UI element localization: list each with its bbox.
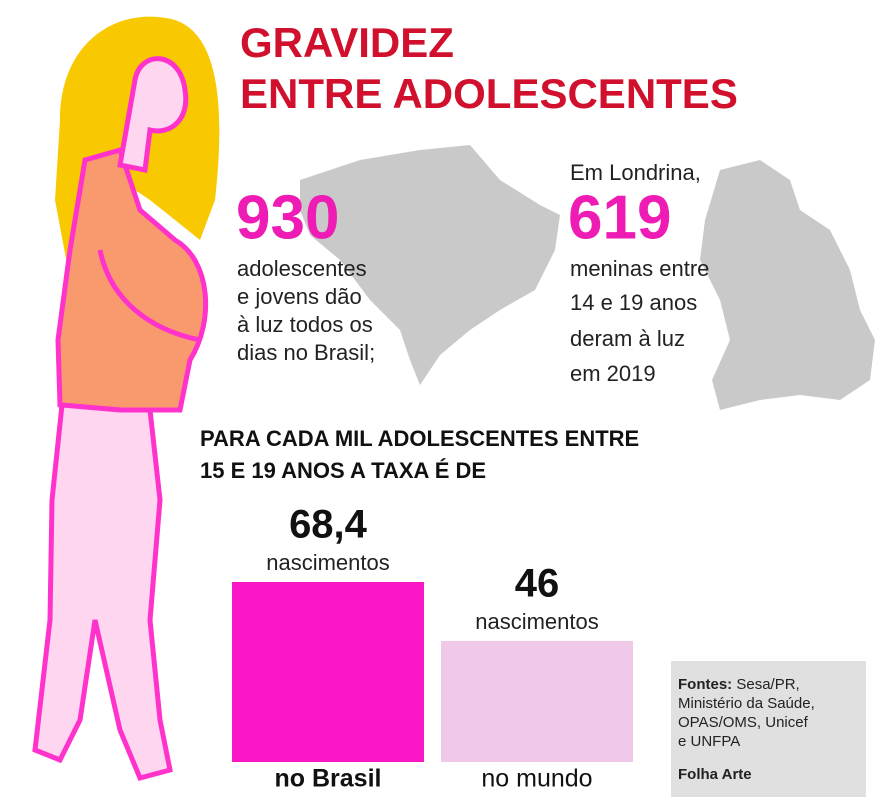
category-label: no mundo bbox=[481, 765, 592, 793]
brazil-map bbox=[300, 145, 560, 385]
value-label: 68,4 bbox=[289, 503, 368, 547]
value-label: 46 bbox=[515, 562, 560, 606]
sources-line: Ministério da Saúde, bbox=[678, 695, 815, 712]
stat-text: em 2019 bbox=[570, 361, 656, 386]
stat-text: dias no Brasil; bbox=[237, 340, 375, 365]
stat-text: deram à luz bbox=[570, 326, 685, 351]
stat-text: e jovens dão bbox=[237, 284, 362, 309]
value-unit: nascimentos bbox=[475, 609, 599, 634]
stat-text: meninas entre bbox=[570, 256, 709, 281]
stat-text: adolescentes bbox=[237, 256, 367, 281]
woman-illustration bbox=[32, 16, 220, 781]
sources-label: Fontes: bbox=[678, 676, 732, 693]
londrina-map bbox=[700, 160, 875, 410]
sources: Fontes: Sesa/PR, bbox=[678, 676, 800, 693]
stat-number: 619 bbox=[568, 183, 671, 252]
bar bbox=[232, 582, 424, 762]
sources-box bbox=[671, 661, 866, 797]
bar bbox=[441, 640, 633, 762]
value-unit: nascimentos bbox=[266, 550, 390, 575]
category-label: no Brasil bbox=[275, 765, 382, 793]
chart-title: PARA CADA MIL ADOLESCENTES ENTRE bbox=[200, 426, 639, 451]
stat-text: à luz todos os bbox=[237, 312, 373, 337]
credit: Folha Arte bbox=[678, 766, 752, 783]
chart-title: 15 E 19 ANOS A TAXA É DE bbox=[200, 458, 486, 483]
stat-number: 930 bbox=[236, 183, 339, 252]
title-line: GRAVIDEZ bbox=[240, 19, 454, 66]
title-line: ENTRE ADOLESCENTES bbox=[240, 70, 738, 117]
stat-intro: Em Londrina, bbox=[570, 160, 701, 185]
sources-line: Sesa/PR, bbox=[736, 676, 799, 693]
sources-line: OPAS/OMS, Unicef bbox=[678, 714, 809, 731]
sources-line: e UNFPA bbox=[678, 733, 740, 750]
stat-text: 14 e 19 anos bbox=[570, 290, 697, 315]
